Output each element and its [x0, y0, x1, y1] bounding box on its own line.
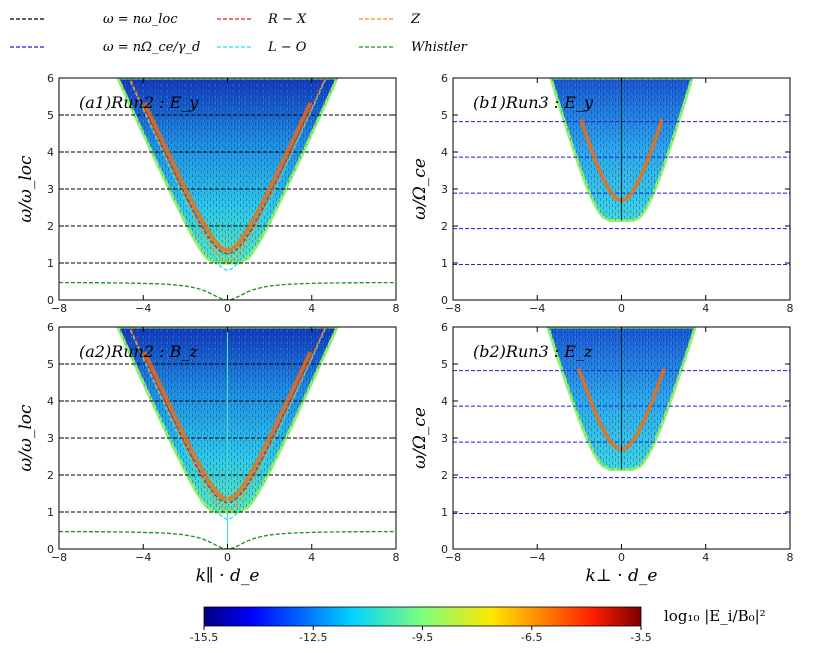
whistler-curve [59, 281, 396, 300]
y-tick-label: 6 [441, 72, 448, 85]
x-tick-label: 8 [787, 551, 794, 564]
panel-a1: −8 −4 0 4 8 0 1 2 3 4 5 6 (a1)Run2 : E_y ω/ω_loc [16, 72, 400, 315]
x-tick-label: 8 [393, 551, 400, 564]
y-tick-label: 6 [47, 72, 54, 85]
x-tick-label: 4 [308, 551, 315, 564]
panel-b1-plot-area [453, 78, 790, 300]
y-tick-label: 5 [47, 109, 54, 122]
legend-label-l-o: L − O [267, 40, 307, 55]
x-tick-label: −8 [51, 302, 67, 315]
x-tick-label: −4 [529, 551, 545, 564]
colorbar-tick-label: -12.5 [299, 631, 327, 644]
y-tick-label: 3 [47, 432, 54, 445]
y-tick-label: 4 [47, 395, 54, 408]
x-tick-label: −4 [135, 302, 151, 315]
y-axis-label: ω/ω_loc [16, 404, 36, 472]
y-tick-label: 5 [47, 358, 54, 371]
colorbar-tick-label: -3.5 [630, 631, 651, 644]
x-tick-label: −8 [445, 302, 461, 315]
y-tick-label: 0 [47, 294, 54, 307]
y-tick-label: 2 [47, 220, 54, 233]
x-tick-label: 8 [393, 302, 400, 315]
panel-title: (b2)Run3 : E_z [473, 342, 593, 361]
colorbar-tick-label: -6.5 [521, 631, 542, 644]
y-tick-label: 4 [441, 395, 448, 408]
colorbar-gradient [203, 606, 642, 627]
y-tick-label: 3 [441, 183, 448, 196]
power-branch [142, 102, 313, 253]
y-axis-label: ω/ω_loc [16, 155, 36, 223]
x-tick-label: 0 [618, 302, 625, 315]
y-tick-label: 4 [441, 146, 448, 159]
y-tick-label: 3 [47, 183, 54, 196]
x-tick-label: 8 [787, 302, 794, 315]
x-tick-label: −4 [529, 302, 545, 315]
legend-label-z: Z [410, 12, 421, 27]
legend-label-whistler: Whistler [411, 40, 468, 55]
x-axis-label: k⊥ · d_e [586, 566, 658, 586]
y-tick-label: 0 [47, 543, 54, 556]
y-tick-label: 2 [441, 469, 448, 482]
legend-label-harmonic-loc: ω = nω_loc [103, 12, 178, 27]
y-tick-label: 4 [47, 146, 54, 159]
x-tick-label: 0 [224, 302, 231, 315]
r-x-curve [129, 78, 326, 255]
y-tick-label: 6 [47, 321, 54, 334]
y-tick-label: 5 [441, 358, 448, 371]
colorbar: log₁₀ |E_i/B₀|² -15.5 -12.5 -9.5 -6.5 -3.5 [190, 606, 766, 644]
x-tick-label: −8 [51, 551, 67, 564]
y-tick-label: 0 [441, 543, 448, 556]
y-tick-label: 1 [441, 506, 448, 519]
whistler-curve [59, 530, 396, 549]
panel-a2: −8 −4 0 4 8 0 1 2 3 4 5 6 (a2)Run2 : B_z ω/ω_loc k∥ · … [16, 321, 400, 586]
y-tick-label: 5 [441, 109, 448, 122]
panel-a1-plot-area [59, 78, 396, 300]
x-axis-label: k∥ · d_e [196, 566, 260, 586]
panel-b1: −8 −4 0 4 8 0 1 2 3 4 5 6 (b1)Run3 : E_y ω/Ω_ce [410, 72, 794, 315]
y-tick-label: 1 [47, 257, 54, 270]
y-tick-label: 3 [441, 432, 448, 445]
x-tick-label: 0 [224, 551, 231, 564]
panel-b2-plot-area [453, 327, 790, 549]
legend-label-harmonic-ce: ω = nΩ_ce/γ_d [103, 40, 200, 55]
y-tick-label: 0 [441, 294, 448, 307]
legend-label-r-x: R − X [267, 12, 307, 27]
colorbar-tick-label: -15.5 [190, 631, 218, 644]
x-tick-label: 4 [702, 302, 709, 315]
panel-b2: −8 −4 0 4 8 0 1 2 3 4 5 6 (b2)Run3 : E_z ω/Ω_ce k⊥ · d… [410, 321, 794, 586]
colorbar-tick-label: -9.5 [412, 631, 433, 644]
y-axis-label: ω/Ω_ce [410, 158, 430, 220]
x-tick-label: 4 [702, 551, 709, 564]
y-tick-label: 1 [441, 257, 448, 270]
panel-title: (a1)Run2 : E_y [79, 93, 199, 112]
x-tick-label: 0 [618, 551, 625, 564]
y-tick-label: 6 [441, 321, 448, 334]
z-curve [128, 78, 327, 262]
legend: ω = nω_loc ω = nΩ_ce/γ_d R − X L − O Z W… [10, 12, 468, 55]
x-tick-label: 4 [308, 302, 315, 315]
power-cone-texture [117, 78, 338, 263]
panel-title: (a2)Run2 : B_z [79, 342, 198, 361]
panel-a2-plot-area [59, 327, 396, 549]
y-axis-label: ω/Ω_ce [410, 407, 430, 469]
x-tick-label: −8 [445, 551, 461, 564]
y-tick-label: 2 [441, 220, 448, 233]
colorbar-label: log₁₀ |E_i/B₀|² [664, 607, 766, 625]
y-tick-label: 1 [47, 506, 54, 519]
x-tick-label: −4 [135, 551, 151, 564]
y-tick-label: 2 [47, 469, 54, 482]
panel-title: (b1)Run3 : E_y [473, 93, 594, 112]
